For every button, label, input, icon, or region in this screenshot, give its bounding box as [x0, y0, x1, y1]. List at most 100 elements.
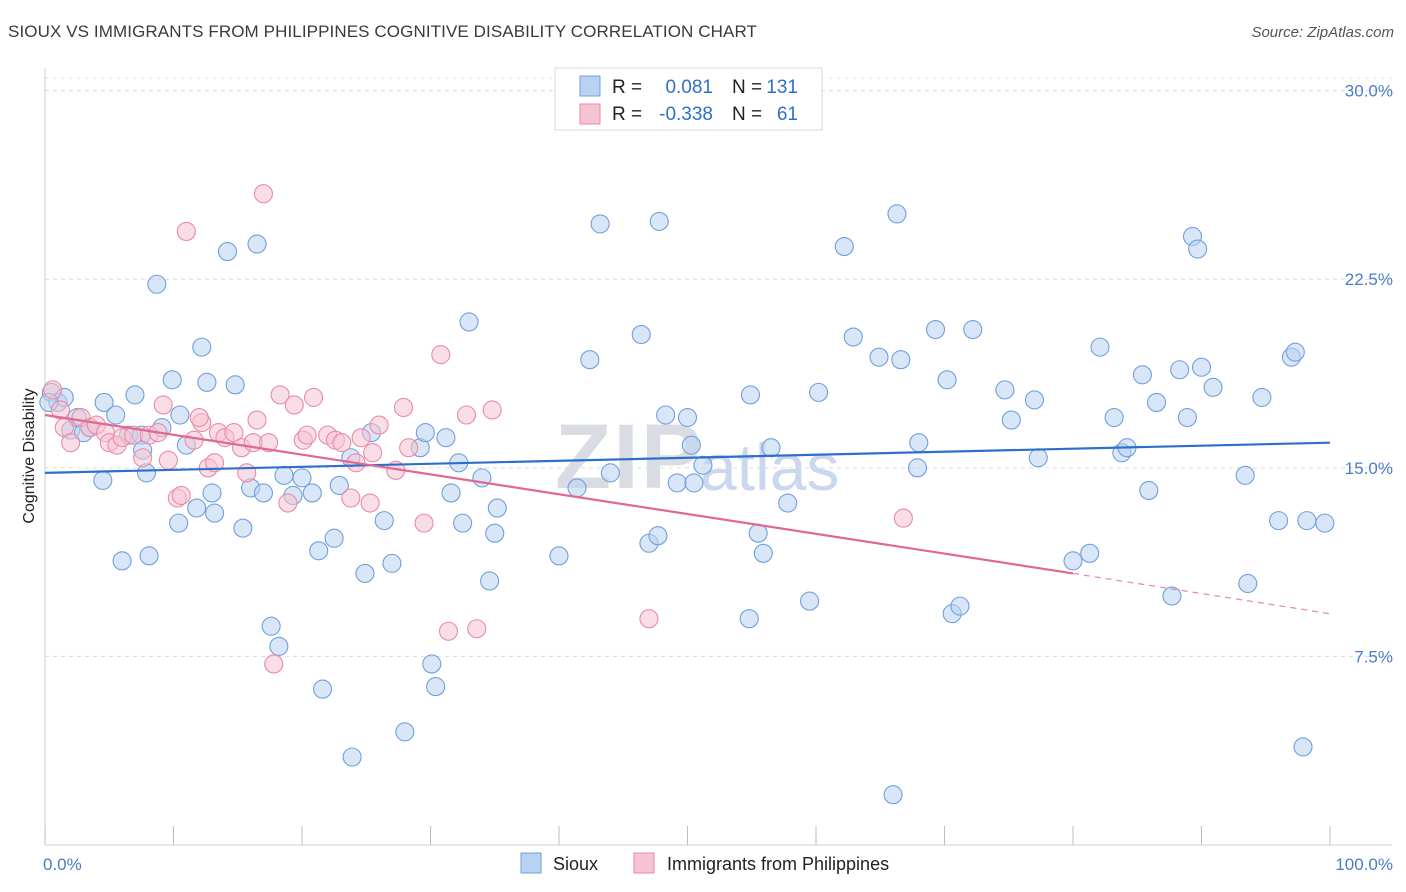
legend-r-label-sioux: R =	[612, 77, 642, 98]
sioux-point	[834, 236, 854, 257]
y-tick-label: 7.5%	[1354, 647, 1393, 666]
sioux-point	[313, 679, 333, 699]
y-tick-labels: 7.5% 15.0% 22.5% 30.0%	[1345, 82, 1393, 667]
legend-n-label-philippines: N =	[732, 104, 762, 125]
sioux-point	[656, 405, 676, 425]
sioux-point	[667, 473, 687, 493]
sioux-point	[963, 319, 983, 340]
philippines-trend-extension	[1072, 572, 1331, 615]
philippines-point	[456, 405, 477, 425]
philippines-point	[431, 345, 451, 365]
sioux-point	[192, 337, 212, 357]
sioux-point	[800, 591, 820, 611]
sioux-point	[225, 375, 245, 395]
sioux-point	[600, 463, 620, 483]
sioux-point	[740, 385, 761, 405]
philippines-point	[43, 380, 63, 400]
philippines-point	[133, 448, 153, 468]
sioux-point	[761, 438, 781, 458]
philippines-point	[253, 184, 274, 204]
philippines-point	[414, 513, 434, 533]
sioux-point	[684, 473, 704, 493]
sioux-point	[1170, 360, 1190, 380]
sioux-point	[1297, 511, 1317, 531]
sioux-point	[324, 528, 344, 548]
philippines-point	[297, 425, 317, 445]
sioux-point	[1090, 337, 1110, 357]
sioux-point	[1028, 448, 1048, 468]
sioux-point	[205, 503, 225, 523]
legend-r-label-philippines: R =	[612, 104, 642, 125]
sioux-point	[415, 423, 435, 443]
sioux-point	[1203, 377, 1223, 397]
philippines-point	[393, 397, 414, 418]
sioux-point	[309, 541, 329, 561]
sioux-point	[395, 722, 415, 742]
sioux-point	[693, 455, 713, 475]
bottom-legend-label-sioux: Sioux	[553, 854, 598, 874]
sioux-point	[197, 372, 217, 392]
x-tick-labels: 0.0% 100.0%	[43, 855, 1393, 874]
philippines-point	[639, 609, 659, 629]
sioux-point	[247, 234, 267, 254]
sioux-point	[480, 571, 500, 591]
sioux-point	[459, 312, 479, 332]
sioux-point	[1001, 410, 1021, 430]
sioux-point	[909, 433, 929, 453]
sioux-point	[887, 204, 907, 224]
philippines-point	[224, 423, 244, 443]
sioux-point	[139, 546, 159, 566]
legend-swatch-philippines	[579, 103, 601, 125]
legend-r-value-sioux: 0.081	[665, 77, 713, 98]
sioux-point	[950, 596, 970, 616]
philippines-point	[482, 400, 502, 420]
sioux-point	[778, 493, 798, 513]
x-tick-label: 0.0%	[43, 855, 82, 874]
sioux-point	[453, 513, 473, 533]
sioux-point	[94, 392, 114, 412]
sioux-point	[253, 483, 274, 503]
sioux-point	[426, 677, 446, 697]
philippines-point	[360, 493, 380, 513]
philippines-point	[284, 395, 304, 415]
sioux-point	[883, 785, 903, 805]
bottom-legend-swatch-sioux	[520, 852, 542, 874]
philippines-point	[184, 430, 204, 450]
gridlines	[45, 77, 1392, 657]
sioux-point	[590, 214, 610, 234]
chart-title: SIOUX VS IMMIGRANTS FROM PHILIPPINES COG…	[8, 22, 758, 41]
correlation-legend: R = 0.081 N = 131 R = -0.338 N = 61	[554, 67, 823, 131]
sioux-point	[374, 511, 394, 531]
sioux-point	[891, 350, 911, 370]
sioux-point	[648, 526, 668, 546]
philippines-point	[438, 621, 459, 641]
sioux-point	[580, 350, 600, 370]
sioux-point	[106, 405, 126, 425]
philippines-point	[176, 221, 196, 241]
legend-swatch-sioux	[579, 75, 601, 97]
sioux-point	[169, 513, 189, 533]
sioux-point	[147, 274, 167, 294]
sioux-point	[170, 405, 190, 425]
sioux-point	[329, 475, 349, 495]
philippines-point	[61, 433, 81, 453]
philippines-point	[158, 450, 178, 470]
philippines-point	[467, 619, 487, 639]
series-philippines-points	[43, 184, 913, 674]
philippines-point	[351, 428, 371, 448]
sioux-point	[355, 563, 375, 583]
sioux-point	[1024, 390, 1044, 410]
legend-r-value-philippines: -0.338	[659, 104, 713, 125]
sioux-point	[441, 483, 461, 503]
philippines-point	[189, 407, 209, 428]
sioux-point	[125, 385, 145, 405]
bottom-legend-label-philippines: Immigrants from Philippines	[667, 854, 889, 874]
sioux-point	[1162, 586, 1182, 606]
philippines-point	[205, 453, 225, 473]
sioux-point	[1104, 407, 1124, 428]
sioux-point	[1188, 239, 1208, 259]
philippines-trend-line	[44, 413, 1074, 575]
sioux-point	[1132, 365, 1152, 385]
sioux-trend-line	[44, 441, 1331, 474]
sioux-point	[937, 370, 957, 390]
